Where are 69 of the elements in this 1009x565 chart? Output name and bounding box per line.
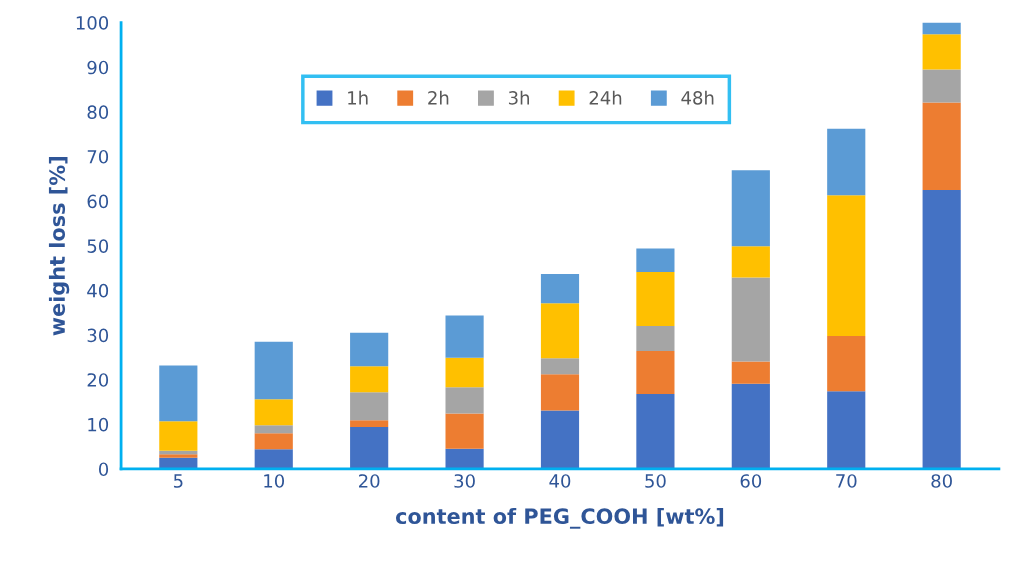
- bar: [159, 421, 198, 451]
- bar: [540, 358, 580, 375]
- bar: [445, 448, 484, 469]
- x-tick-label: 30: [454, 474, 475, 488]
- bar: [731, 361, 770, 384]
- x-tick-label: 60: [740, 474, 762, 488]
- bar: [636, 393, 675, 469]
- bar: [731, 246, 770, 278]
- bar: [731, 277, 770, 362]
- x-tick-label: 50: [645, 474, 666, 488]
- bar: [922, 22, 961, 35]
- bar: [636, 351, 675, 394]
- y-tick-label: 90: [87, 60, 109, 75]
- bar: [636, 248, 675, 273]
- bar: [350, 420, 389, 427]
- bar: [254, 449, 293, 469]
- y-tick-label: 70: [87, 149, 109, 164]
- bar: [254, 341, 293, 400]
- bar: [731, 170, 770, 247]
- legend-label: 1h: [348, 90, 368, 105]
- x-tick-label: 80: [931, 474, 952, 488]
- bar: [922, 102, 961, 190]
- bar: [922, 189, 961, 469]
- y-tick-label: 10: [88, 417, 109, 432]
- bar: [540, 273, 580, 304]
- x-axis-title: content of PEG_COOH [wt%]: [395, 507, 724, 529]
- x-tick-label: 40: [549, 474, 571, 488]
- bar: [254, 399, 293, 426]
- y-tick-label: 80: [87, 105, 109, 119]
- bar: [827, 128, 866, 196]
- x-tick-label: 10: [264, 474, 285, 488]
- legend-label: 48h: [681, 90, 714, 105]
- y-tick-label: 20: [87, 373, 109, 387]
- bar: [636, 272, 675, 327]
- bar: [159, 454, 198, 458]
- bar: [827, 391, 866, 469]
- bar: [350, 332, 389, 367]
- bar: [636, 326, 675, 352]
- y-tick-label: 60: [87, 194, 109, 209]
- bar: [731, 383, 770, 469]
- x-tick-label: 5: [173, 474, 183, 488]
- bar: [350, 426, 389, 469]
- y-tick-label: 50: [87, 239, 109, 253]
- bar: [922, 34, 961, 70]
- bar: [540, 374, 580, 411]
- x-tick-label: 70: [836, 474, 857, 488]
- bar: [540, 303, 580, 359]
- bar: [922, 69, 961, 103]
- bar: [254, 425, 293, 434]
- legend-label: 24h: [589, 90, 622, 105]
- bar: [350, 366, 389, 393]
- y-tick-label: 30: [87, 328, 109, 343]
- legend-label: 3h: [508, 90, 529, 105]
- bar: [827, 335, 866, 392]
- x-tick-label: 20: [359, 474, 380, 488]
- y-tick-label: 0: [98, 462, 109, 477]
- bar: [445, 413, 484, 449]
- bar: [445, 357, 484, 388]
- bar: [254, 433, 293, 450]
- bar: [540, 410, 580, 469]
- y-tick-label: 100: [76, 16, 109, 30]
- bar: [159, 365, 198, 422]
- bar: [445, 387, 484, 414]
- bar: [350, 392, 389, 421]
- y-tick-label: 40: [87, 283, 109, 298]
- bar: [445, 315, 484, 358]
- legend-label: 2h: [428, 90, 449, 105]
- bar: [827, 195, 866, 336]
- y-axis-title: weight loss [%]: [48, 157, 70, 336]
